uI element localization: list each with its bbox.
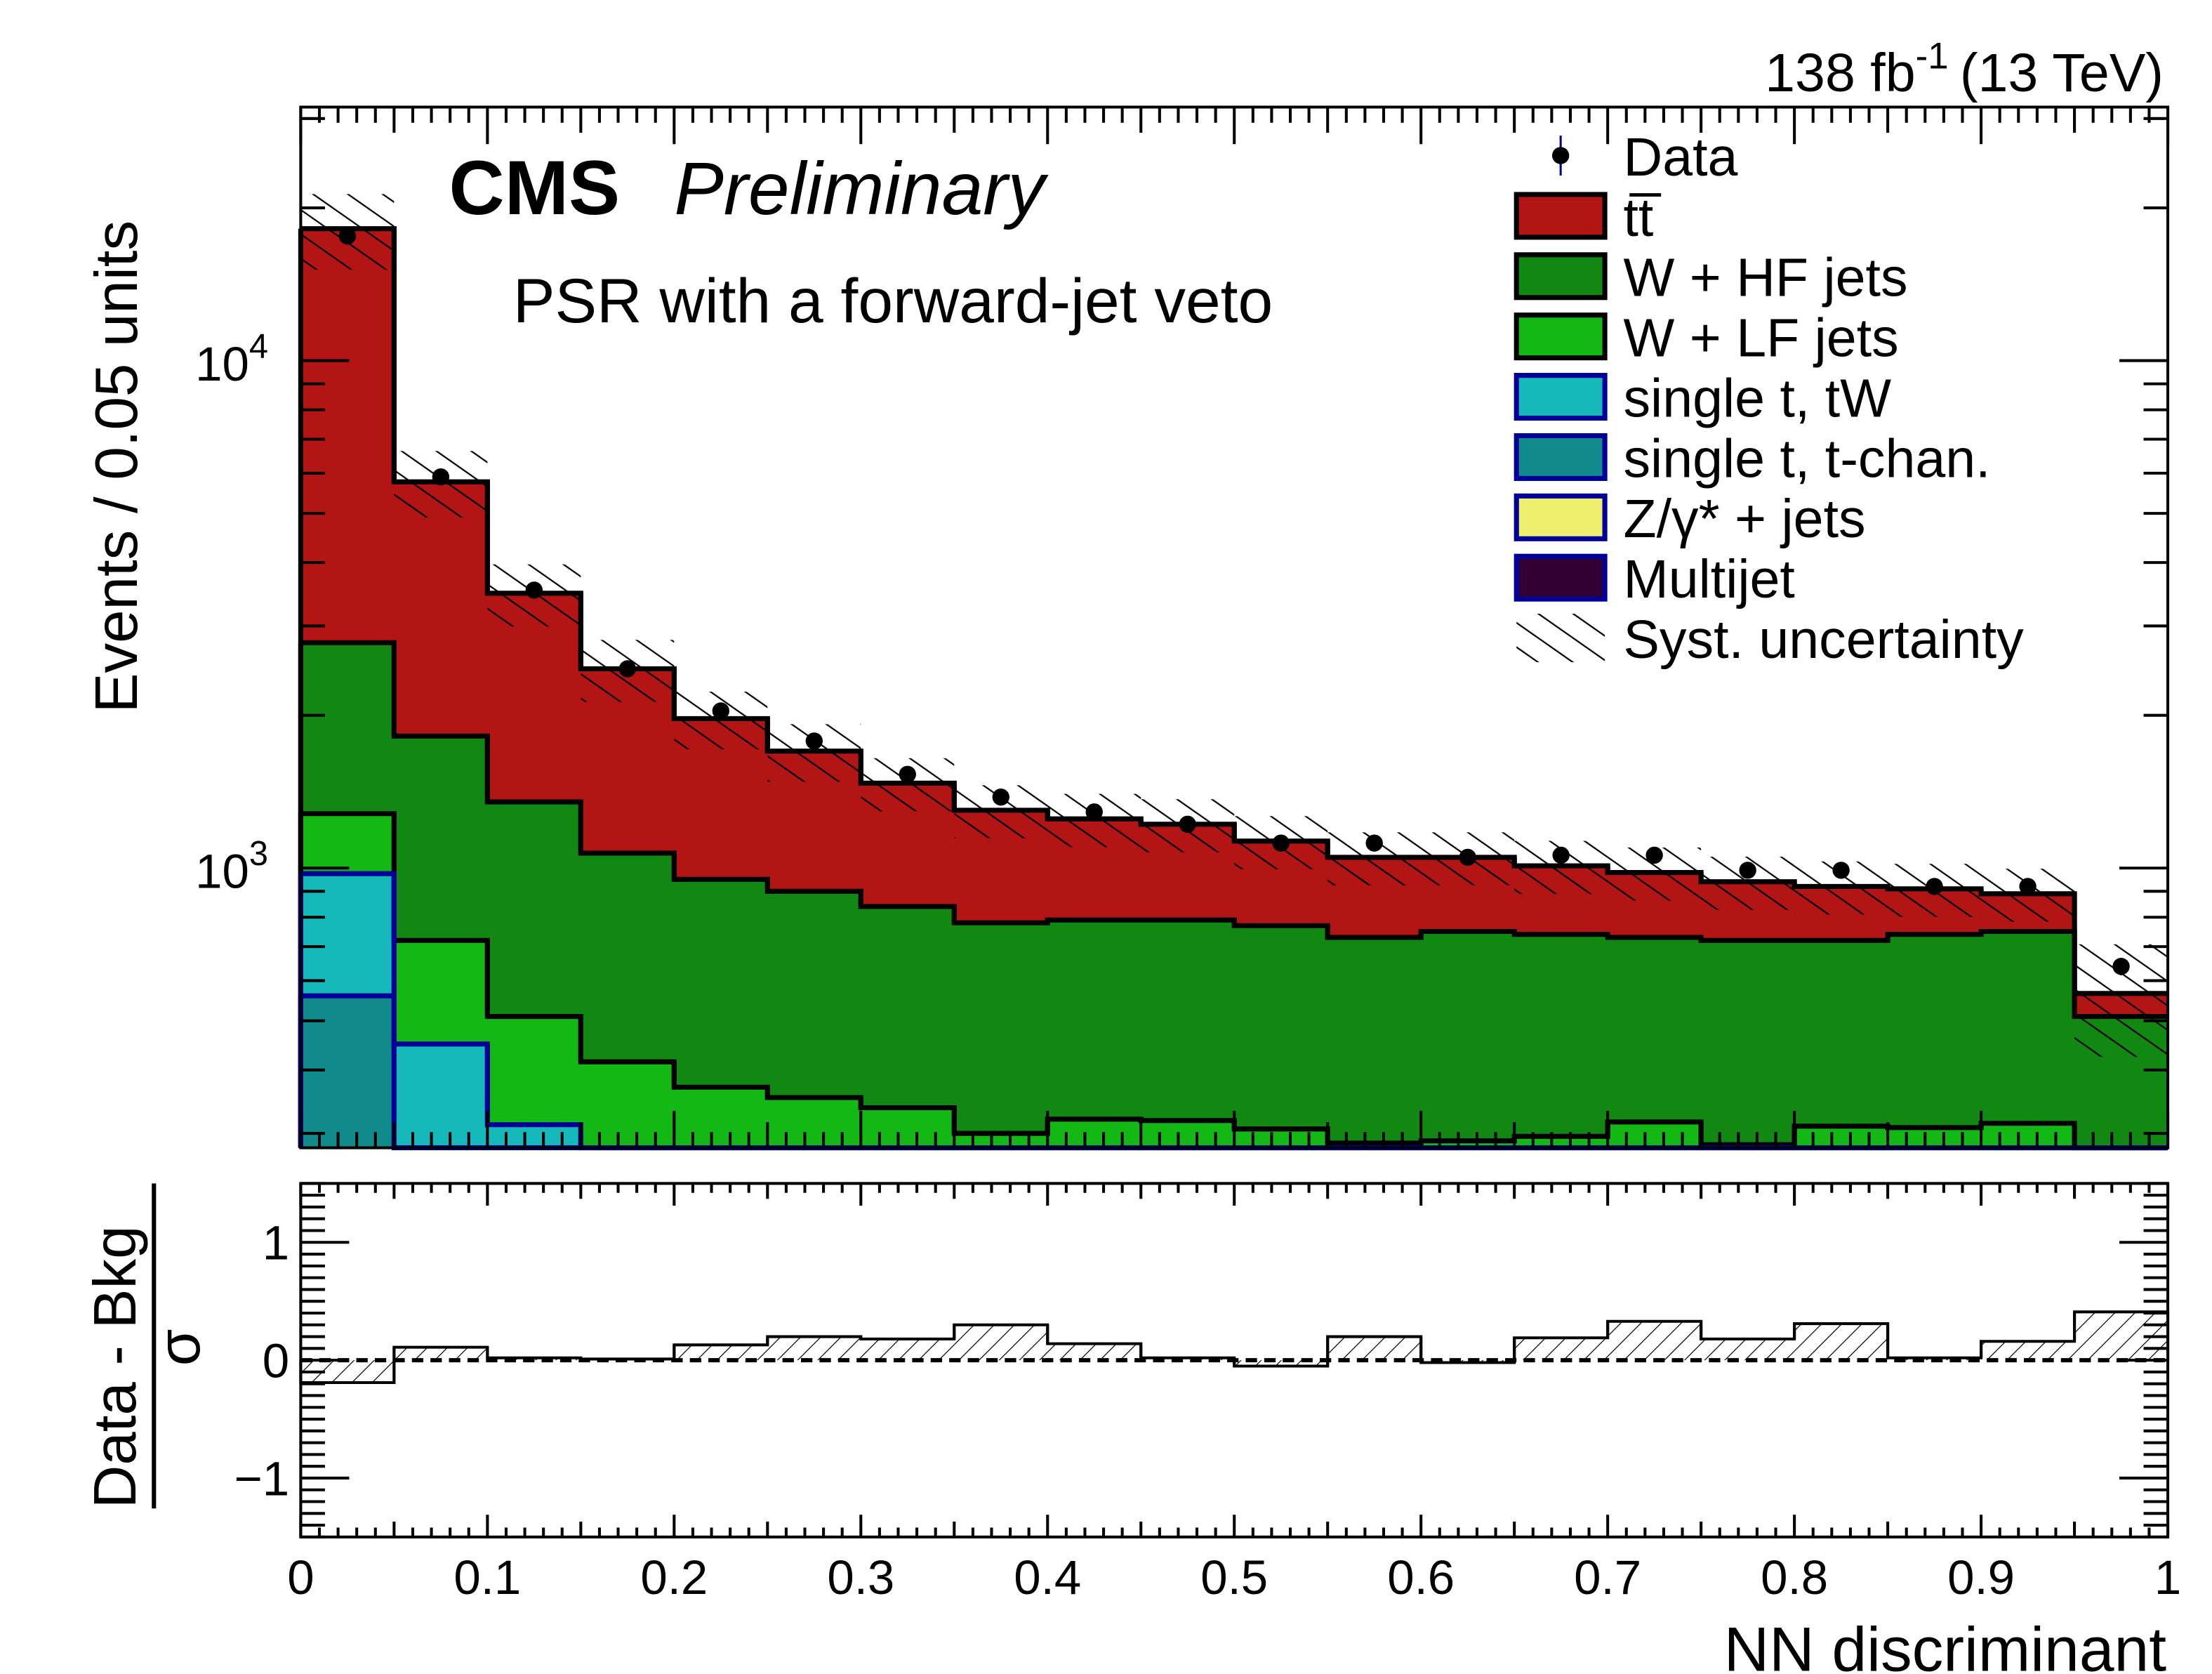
ratio-y-title-numerator: Data - Bkg	[82, 1225, 149, 1508]
data-point	[899, 765, 916, 783]
lumi-exponent: -1	[1916, 36, 1949, 77]
legend-swatch	[1514, 493, 1608, 541]
pull-bar	[1981, 1341, 2075, 1361]
pull-bar	[1047, 1343, 1141, 1361]
data-point	[1552, 846, 1570, 864]
stack-fill-w-hf-jets	[300, 642, 2168, 1148]
ratio-y-title-denominator: σ	[146, 1329, 213, 1366]
syst-uncertainty-band	[674, 692, 768, 750]
ratio-y-tick-label: 0	[263, 1333, 289, 1388]
data-point	[1365, 834, 1383, 852]
data-point	[1179, 815, 1196, 833]
legend-swatch	[1514, 312, 1608, 361]
legend-label: W + HF jets	[1623, 248, 1907, 308]
data-point	[1085, 803, 1103, 821]
legend-label: Z/γ* + jets	[1623, 489, 1865, 549]
pull-bar	[861, 1338, 955, 1361]
y-tick-exponent: 4	[249, 328, 268, 366]
legend-label: Data	[1623, 127, 1737, 187]
lumi-value: 138 fb	[1765, 43, 1915, 103]
legend-label: Multijet	[1623, 549, 1794, 609]
x-tick-label: 0.3	[827, 1550, 894, 1604]
pull-bar	[2074, 1312, 2168, 1361]
legend-label: single t, t-chan.	[1623, 428, 1990, 489]
legend-label: Syst. uncertainty	[1623, 609, 2024, 670]
data-point	[1272, 834, 1290, 852]
data-point	[2112, 958, 2130, 975]
data-point	[712, 702, 729, 720]
legend-data-marker-icon	[1551, 147, 1570, 164]
x-tick-label: 1	[2154, 1550, 2181, 1604]
x-tick-label: 0.2	[640, 1550, 708, 1604]
pull-bar	[1794, 1324, 1888, 1361]
syst-uncertainty-band	[1981, 869, 2075, 922]
pull-bar	[1514, 1338, 1608, 1361]
ratio-panel: 0 0.1 0.2 0.3 0.4 0.5 0.6 0.7 0.8 0.9 1 −1 0 1	[234, 1182, 2181, 1604]
legend-hatch-swatch	[1516, 614, 1605, 663]
legend-swatch	[1514, 553, 1608, 602]
x-tick-label: 0.7	[1574, 1550, 1641, 1604]
data-point	[432, 468, 450, 486]
pull-bar	[394, 1347, 488, 1361]
pull-bar	[1234, 1360, 1328, 1366]
data-point	[992, 788, 1009, 806]
pull-bar	[300, 1360, 395, 1383]
y-tick-base: 10	[195, 845, 249, 899]
data-point	[338, 227, 357, 245]
x-axis-title: NN discriminant	[1724, 1614, 2167, 1674]
data-point	[1926, 878, 1943, 895]
legend-swatch	[1514, 373, 1608, 421]
x-tick-label: 0	[287, 1550, 314, 1604]
lumi-label: 138 fb-1 (13 TeV)	[1765, 36, 2164, 103]
y-tick-base: 10	[195, 337, 249, 391]
preliminary-label: Preliminary	[674, 147, 1049, 230]
ratio-y-tick-label: 1	[263, 1216, 289, 1270]
energy-label: (13 TeV)	[1960, 43, 2164, 103]
legend-swatch	[1514, 252, 1608, 301]
data-point	[1739, 862, 1756, 879]
pull-bar	[954, 1324, 1048, 1361]
x-tick-label: 0.1	[453, 1550, 521, 1604]
data-point	[1459, 848, 1476, 866]
pull-bar	[767, 1336, 861, 1361]
data-point	[805, 732, 823, 750]
data-point	[525, 581, 543, 599]
data-point	[1832, 862, 1850, 879]
y-tick-label: 104	[195, 328, 268, 391]
y-tick-exponent: 3	[249, 835, 268, 873]
x-tick-label: 0.6	[1387, 1550, 1455, 1604]
y-tick-label: 103	[195, 835, 268, 898]
legend-swatch	[1514, 433, 1608, 481]
legend-label: single t, tW	[1623, 368, 1891, 428]
ratio-y-tick-label: −1	[234, 1451, 289, 1505]
legend-swatch	[1514, 192, 1608, 240]
y-axis-title: Events / 0.05 units	[84, 220, 150, 713]
x-tick-label: 0.9	[1947, 1550, 2015, 1604]
legend-label: tt̅	[1623, 187, 1661, 248]
pull-bar	[1608, 1321, 1702, 1361]
pull-bar	[1701, 1338, 1795, 1361]
region-label: PSR with a forward-jet veto	[513, 265, 1273, 336]
data-point	[618, 660, 637, 678]
x-tick-label: 0.8	[1761, 1550, 1828, 1604]
pull-bar	[674, 1345, 768, 1361]
x-tick-label: 0.4	[1014, 1550, 1081, 1604]
legend-label: W + LF jets	[1623, 308, 1898, 369]
cms-label: CMS	[449, 145, 621, 231]
data-point	[2019, 878, 2037, 895]
data-point	[1645, 846, 1663, 864]
pull-bar	[1327, 1336, 1422, 1361]
x-tick-label: 0.5	[1200, 1550, 1268, 1604]
